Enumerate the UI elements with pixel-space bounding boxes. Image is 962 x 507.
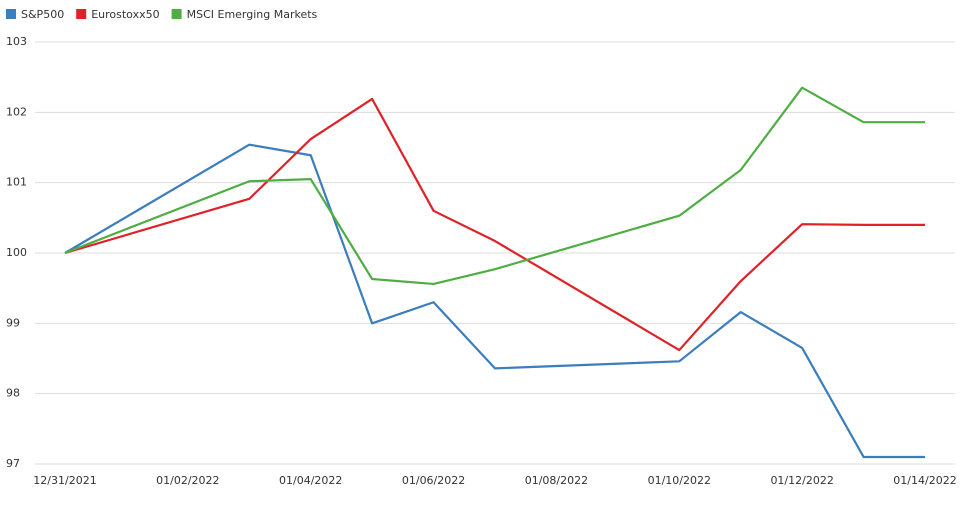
legend-label: S&P500 bbox=[21, 8, 64, 21]
series-line bbox=[64, 86, 925, 286]
x-tick-label: 01/08/2022 bbox=[525, 474, 588, 487]
y-tick-label: 102 bbox=[6, 105, 27, 118]
x-tick-label: 01/12/2022 bbox=[770, 474, 833, 487]
x-tick-label: 12/31/2021 bbox=[33, 474, 96, 487]
x-tick-label: 01/10/2022 bbox=[648, 474, 711, 487]
y-tick-label: 99 bbox=[6, 316, 20, 329]
legend-swatch bbox=[76, 9, 87, 19]
series-line bbox=[64, 143, 925, 459]
y-tick-label: 103 bbox=[6, 35, 27, 48]
legend-swatch bbox=[171, 9, 182, 19]
y-tick-label: 100 bbox=[6, 246, 27, 259]
x-tick-label: 01/04/2022 bbox=[279, 474, 342, 487]
legend-label: MSCI Emerging Markets bbox=[187, 8, 318, 21]
legend-swatch bbox=[6, 9, 16, 19]
legend-label: Eurostoxx50 bbox=[91, 8, 159, 21]
y-tick-label: 97 bbox=[6, 457, 20, 470]
x-tick-label: 01/02/2022 bbox=[156, 474, 219, 487]
x-tick-label: 01/06/2022 bbox=[402, 474, 465, 487]
series-line bbox=[64, 97, 925, 352]
y-tick-label: 101 bbox=[6, 176, 27, 189]
y-tick-label: 98 bbox=[6, 387, 20, 400]
x-tick-label: 01/14/2022 bbox=[893, 474, 956, 487]
